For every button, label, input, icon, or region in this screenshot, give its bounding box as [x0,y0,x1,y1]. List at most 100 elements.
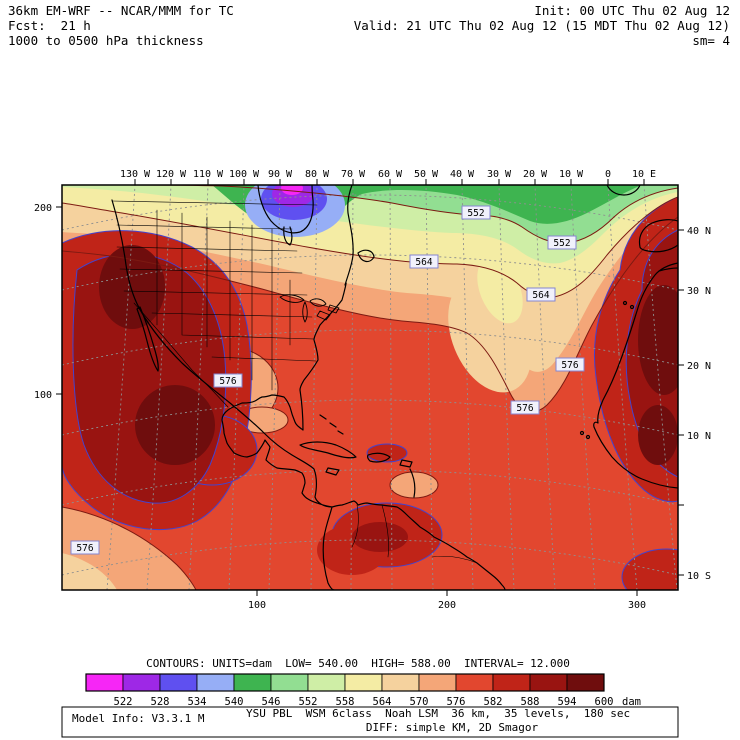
contour-label: 576 [510,400,540,415]
state-borders [111,200,318,408]
lon-axis-label: 110 W [193,169,224,180]
cape-verde-island [579,430,585,436]
colorbar-cell [233,673,272,692]
forecast-hour: Fcst: 21 h [8,18,91,33]
parallels [62,194,678,576]
colorbar-tick-label: 540 [225,696,244,708]
colorbar-cell [492,673,531,692]
contour-label-text: 564 [415,257,432,268]
coastline-islands [299,414,416,498]
colorbar-cell [122,673,161,692]
lat-axis-label: 10 S [687,571,711,582]
coastline-north-america [111,185,506,590]
lon-axis-label: 90 W [268,169,293,180]
model-info-border [61,706,679,738]
contour-info-line: CONTOURS: UNITS=dam LOW= 540.00 HIGH= 58… [146,657,570,670]
colorbar-tick-label: 588 [521,696,540,708]
axes: 130 W 120 W 110 W 100 W 90 W 80 W 70 W 6… [34,169,711,611]
cape-verde-island [585,434,591,440]
contour-label-box [555,357,585,372]
colorbar-cell [455,673,494,692]
legend: CONTOURS: UNITS=dam LOW= 540.00 HIGH= 58… [85,657,641,708]
colorbar-cell [196,673,235,692]
pacific-pocket-564-570 [62,553,117,590]
africa-ridge-594-600 [638,285,678,395]
contour-label-text: 576 [561,360,578,371]
colorbar-tick-label: 594 [558,696,577,708]
physics-options: YSU PBL WSM 6class Noah LSM 36 km, 35 le… [246,707,630,720]
colorbar-tick-label: 546 [262,696,281,708]
init-time: Init: 00 UTC Thu 02 Aug 12 [534,3,730,18]
contour-label: 564 [526,287,556,302]
atlantic-tongue-558-564 [477,256,523,324]
grid-x-label: 200 [438,600,456,611]
lon-axis-label: 100 W [229,169,260,180]
colorbar-tick-label: 522 [114,696,133,708]
contour-label-box [70,540,100,555]
bottom-ticks [256,590,638,596]
lon-axis-label: 30 W [487,169,512,180]
colorbar-tick-label: 564 [373,696,392,708]
contour-label-box [461,205,491,220]
contour-label-boxes: 552 552 564 564 [70,205,585,555]
contour-label: 552 [461,205,491,220]
hispaniola-ridge-582-588 [366,443,408,463]
contour-label-box [510,400,540,415]
contour-label: 576 [70,540,100,555]
diffusion-options: DIFF: simple KM, 2D Smagor [366,721,539,734]
cold-pool-516-522 [281,185,303,195]
canary-island [629,304,635,310]
contour-label-box [526,287,556,302]
colorbar-tick-label: 576 [447,696,466,708]
south-america-borders [351,504,478,564]
left-ticks [56,206,62,395]
grid-x-label: 100 [248,600,266,611]
colorbar-tick-label: 558 [336,696,355,708]
colorbar-tick-label: 528 [151,696,170,708]
colorbar-tick-label: 570 [410,696,429,708]
lon-axis-label: 130 W [120,169,151,180]
mexico-ridge-594-600 [135,385,215,465]
colorbar-tick-label: 552 [299,696,318,708]
coastline-africa-europe [593,185,678,489]
lon-axis-label: 0 [605,169,611,180]
colorbar-unit-label: dam [622,696,641,708]
grid-y-label: 200 [34,203,52,214]
colorbar-cell [85,673,124,692]
contour-label-box [409,254,439,269]
colorbar-tick-label: 534 [188,696,207,708]
africa-ridge-594-600-south [638,405,678,465]
contour-label-text: 552 [553,238,570,249]
grid-y-label: 100 [34,390,52,401]
venezuela-ridge-588-594 [352,522,408,552]
lat-axis-label: 30 N [687,286,711,297]
colorbar-tick-label: 600 [595,696,614,708]
colorbar-cell [529,673,568,692]
coastlines [111,185,678,590]
lon-axis-label: 120 W [156,169,187,180]
contour-label: 552 [547,235,577,250]
grid-x-label: 300 [628,600,646,611]
contour-label: 576 [213,373,243,388]
contour-label-text: 576 [76,543,93,554]
lon-axis-label: 70 W [341,169,366,180]
lon-axis-label: 40 W [450,169,475,180]
contour-label-text: 552 [467,208,484,219]
colorbar-cell [381,673,420,692]
lon-axis-label: 10 E [632,169,656,180]
model-title: 36km EM-WRF -- NCAR/MMM for TC [8,3,234,18]
contour-label-text: 576 [516,403,533,414]
lon-axis-label: 10 W [559,169,584,180]
field-title: 1000 to 0500 hPa thickness [8,33,204,48]
map-frame-group: 552 552 564 564 [61,184,679,591]
colorbar-cell [270,673,309,692]
lon-axis-label: 60 W [378,169,403,180]
colorbar-outline [85,673,605,692]
lon-axis-label: 20 W [523,169,548,180]
model-version: Model Info: V3.3.1 M [72,712,205,725]
lat-axis-label: 40 N [687,226,711,237]
contour-576-line [62,216,678,590]
lat-axis-label: 10 N [687,431,711,442]
colorbar-cell [344,673,383,692]
